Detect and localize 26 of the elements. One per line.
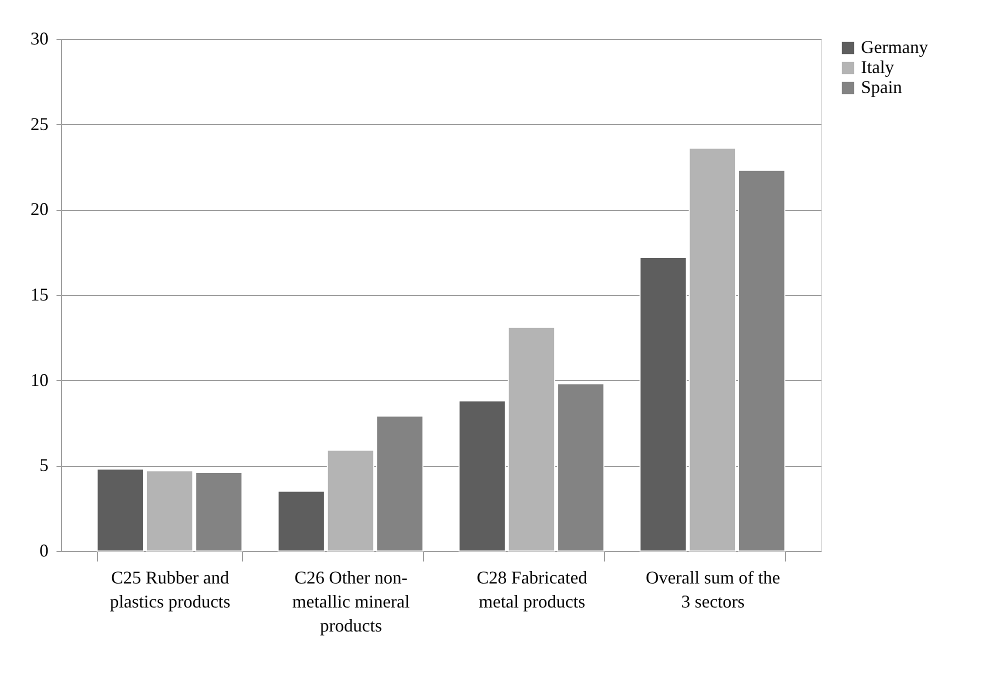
x-tick-label: C28 Fabricated metal products: [476, 568, 588, 612]
y-tick-label: 15: [30, 284, 48, 304]
legend-label: Spain: [861, 77, 902, 97]
y-tick-label: 20: [30, 199, 48, 220]
bar: [738, 170, 786, 552]
x-tick-label: C25 Rubber and plastics products: [110, 568, 230, 612]
y-tick-label: 10: [30, 370, 48, 390]
y-tick-label: 0: [40, 540, 48, 560]
x-tick-label: Overall sum of the 3 sectors: [646, 568, 780, 612]
bar: [96, 468, 144, 552]
y-tick-label: 5: [40, 455, 48, 476]
bar: [278, 490, 325, 552]
bar: [376, 416, 424, 552]
bar: [557, 383, 604, 552]
bar: [688, 148, 736, 552]
bar: [326, 450, 374, 552]
bar: [508, 326, 556, 552]
bar: [458, 400, 506, 552]
legend-label: Italy: [861, 57, 894, 77]
y-tick-label: 30: [30, 28, 48, 48]
bar: [640, 256, 687, 552]
y-tick-label: 25: [30, 114, 48, 134]
bar: [195, 472, 242, 552]
x-tick-label: C26 Other non-metallic mineral products: [292, 568, 410, 636]
legend-label: Germany: [861, 37, 928, 57]
bar: [146, 470, 194, 552]
